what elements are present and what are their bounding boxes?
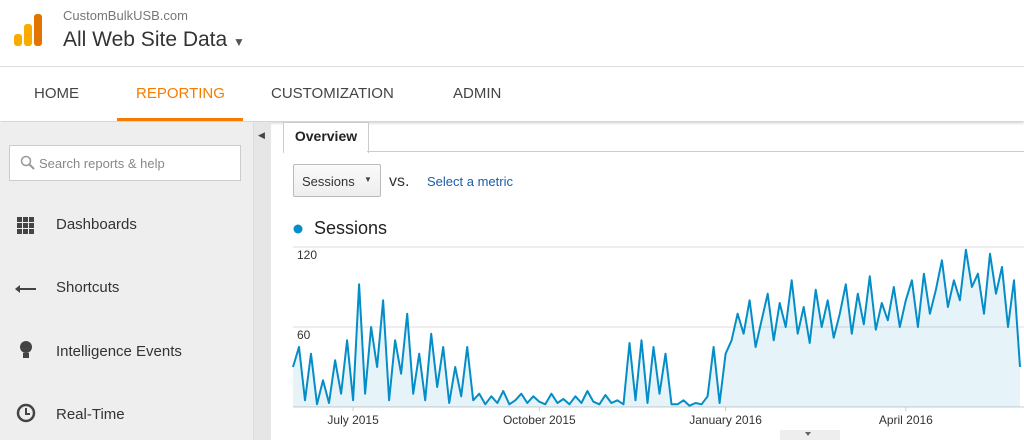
nav-item[interactable]: HOME xyxy=(34,85,79,102)
x-tick-label: October 2015 xyxy=(503,413,576,427)
area xyxy=(293,249,1020,407)
tab-line xyxy=(367,151,1024,152)
sidebar-icons xyxy=(15,217,36,423)
collapse-toggle[interactable]: ◀ xyxy=(253,122,271,440)
search-box[interactable] xyxy=(9,145,241,181)
property-selector[interactable]: All Web Site Data ▼ xyxy=(63,28,245,51)
nav-item[interactable]: ADMIN xyxy=(453,85,502,102)
vs-label: vs. xyxy=(389,173,410,190)
nav-item[interactable]: REPORTING xyxy=(136,85,225,102)
y-tick-label: 120 xyxy=(297,248,317,262)
nav-bar: HOME REPORTING CUSTOMIZATION ADMIN xyxy=(0,67,1024,121)
nav-item[interactable]: CUSTOMIZATION xyxy=(271,85,394,102)
select-metric-link[interactable]: Select a metric xyxy=(427,174,513,189)
sidebar-item[interactable]: Shortcuts xyxy=(56,279,120,296)
line xyxy=(292,248,1021,407)
metric-label: Sessions xyxy=(302,174,355,189)
metric-dropdown[interactable]: Sessions ▼ xyxy=(293,164,381,197)
sidebar-item[interactable]: Real-Time xyxy=(56,406,125,423)
x-tick-label: April 2016 xyxy=(879,413,933,427)
y-tick-label: 60 xyxy=(297,328,311,342)
header: CustomBulkUSB.com All Web Site Data ▼ xyxy=(0,0,1024,67)
active-underline xyxy=(117,118,243,121)
search-placeholder: Search reports & help xyxy=(39,156,165,171)
logo xyxy=(14,14,42,46)
search-icon xyxy=(20,155,35,170)
property-name: All Web Site Data xyxy=(63,28,228,51)
tab[interactable]: Overview xyxy=(283,122,369,153)
site-name: CustomBulkUSB.com xyxy=(63,8,188,23)
legend-label: Sessions xyxy=(314,218,387,238)
plot: 60 120 July 2015 October 2015 January 2016 Ap… xyxy=(292,246,1024,427)
sidebar-item[interactable]: Dashboards xyxy=(56,216,137,233)
legend-dot xyxy=(293,224,303,234)
x-tick-label: January 2016 xyxy=(689,413,762,427)
scroll-handle[interactable] xyxy=(780,430,840,440)
x-tick-label: July 2015 xyxy=(327,413,379,427)
sidebar-item[interactable]: Intelligence Events xyxy=(56,343,182,360)
